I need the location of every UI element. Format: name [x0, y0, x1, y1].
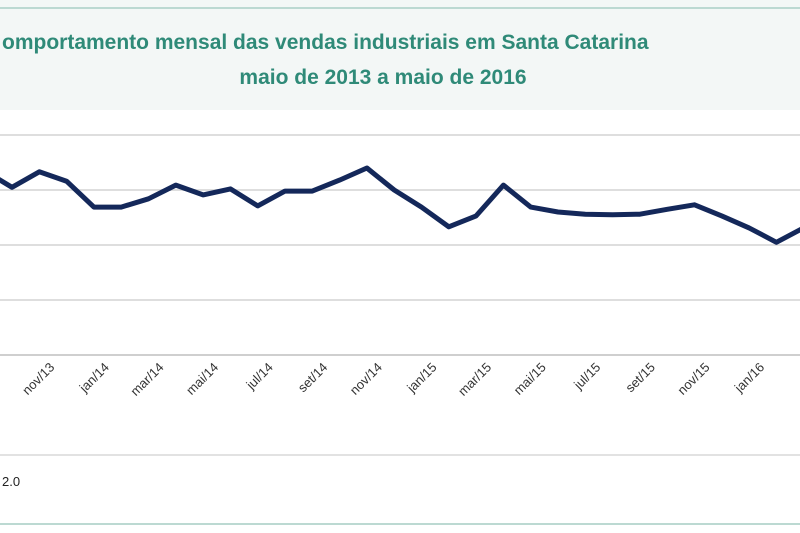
- x-tick-label: nov/15: [674, 360, 712, 398]
- x-tick-label: 13: [0, 360, 3, 381]
- x-tick-label: mai/15: [511, 360, 549, 398]
- x-tick-label: nov/13: [19, 360, 57, 398]
- plot-area: 13 nov/13 jan/14 mar/14 mai/14 jul/14 set/14 no…: [0, 134, 800, 399]
- x-tick-label: mai/14: [183, 360, 221, 398]
- chart-subtitle: maio de 2013 a maio de 2016: [239, 66, 526, 89]
- x-tick-label: jul/14: [243, 360, 276, 393]
- chart-title: omportamento mensal das vendas industria…: [2, 31, 649, 54]
- x-tick-label: mar/15: [455, 360, 494, 399]
- x-tick-label: jan/14: [76, 360, 112, 396]
- x-tick-label: set/15: [622, 360, 658, 396]
- x-tick-label: jul/15: [570, 360, 603, 393]
- footer-note: 2.0: [2, 474, 20, 489]
- data-line: [0, 165, 800, 245]
- x-tick-label: nov/14: [347, 360, 385, 398]
- header-band: [0, 0, 800, 110]
- x-tick-label: mar/14: [127, 360, 166, 399]
- x-tick-label: jan/16: [731, 360, 767, 396]
- x-tick-label: jan/15: [403, 360, 439, 396]
- x-tick-label: set/14: [295, 360, 331, 396]
